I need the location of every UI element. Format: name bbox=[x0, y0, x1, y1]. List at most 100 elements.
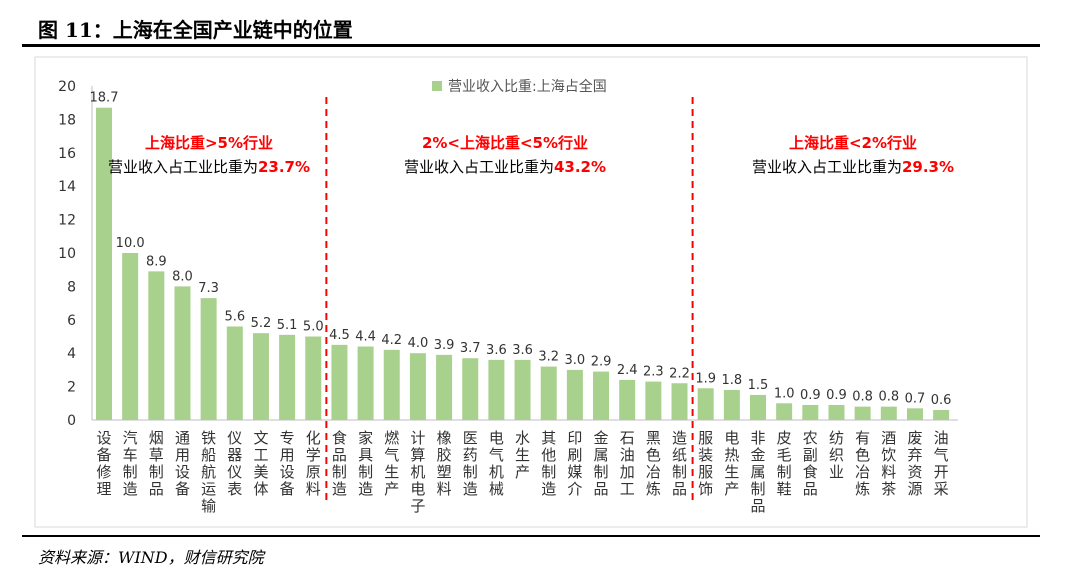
bar bbox=[122, 253, 139, 420]
bar bbox=[488, 359, 505, 420]
y-tick-label: 6 bbox=[67, 313, 76, 329]
x-tick-label: 油气开采 bbox=[934, 429, 949, 498]
data-label: 1.0 bbox=[774, 386, 795, 401]
bar bbox=[540, 366, 557, 420]
x-tick-label: 纺织业 bbox=[829, 429, 844, 481]
x-tick-label: 电气机械 bbox=[489, 429, 504, 498]
bar bbox=[252, 333, 269, 420]
data-label: 4.4 bbox=[355, 330, 376, 345]
data-label: 3.6 bbox=[512, 343, 533, 358]
x-tick-label: 铁船航运输 bbox=[201, 429, 216, 515]
bar bbox=[409, 353, 426, 420]
y-tick-label: 8 bbox=[67, 279, 76, 295]
x-tick-label: 仪器仪表 bbox=[227, 429, 242, 498]
data-label: 18.7 bbox=[90, 91, 119, 106]
x-tick-label: 造纸制品 bbox=[672, 429, 687, 498]
data-label: 0.8 bbox=[852, 390, 873, 405]
data-label: 1.5 bbox=[748, 378, 769, 393]
x-tick-label: 燃气生产 bbox=[384, 429, 399, 498]
bar bbox=[593, 371, 610, 420]
bar bbox=[645, 381, 662, 420]
x-tick-label: 烟草制品 bbox=[149, 429, 164, 498]
x-tick-label: 设备修理 bbox=[96, 429, 111, 498]
y-tick-label: 2 bbox=[67, 380, 76, 396]
x-tick-label: 医药制造 bbox=[463, 429, 478, 498]
data-label: 2.2 bbox=[669, 366, 690, 381]
legend-swatch bbox=[432, 81, 442, 91]
bar bbox=[697, 388, 714, 420]
x-tick-label: 电热生产 bbox=[724, 429, 739, 498]
x-tick-label: 农副食品 bbox=[803, 429, 818, 498]
bar bbox=[148, 271, 165, 420]
data-label: 1.8 bbox=[721, 373, 742, 388]
x-tick-label: 其他制造 bbox=[541, 429, 556, 498]
data-label: 5.0 bbox=[303, 320, 324, 335]
bar bbox=[383, 349, 400, 420]
x-tick-label: 通用设备 bbox=[175, 429, 190, 498]
bar bbox=[802, 404, 819, 420]
x-tick-label: 有色冶炼 bbox=[855, 429, 870, 498]
data-label: 3.9 bbox=[434, 338, 455, 353]
x-tick-label: 文工美体 bbox=[253, 429, 268, 498]
bar bbox=[566, 369, 583, 420]
bar bbox=[96, 107, 112, 421]
annotation-heading: 上海比重<2%行业 bbox=[789, 134, 917, 152]
data-label: 10.0 bbox=[116, 236, 145, 251]
y-tick-label: 4 bbox=[67, 346, 76, 362]
x-tick-label: 黑色冶炼 bbox=[646, 429, 661, 498]
data-label: 0.8 bbox=[878, 390, 899, 405]
source-note: 资料来源：WIND，财信研究院 bbox=[38, 548, 264, 567]
bar bbox=[462, 358, 479, 420]
data-label: 3.0 bbox=[565, 353, 586, 368]
x-tick-label: 食品制造 bbox=[332, 429, 347, 498]
x-tick-label: 废弃资源 bbox=[907, 429, 922, 498]
data-label: 3.6 bbox=[486, 343, 507, 358]
data-label: 3.7 bbox=[460, 341, 481, 356]
data-label: 5.2 bbox=[251, 316, 272, 331]
x-tick-label: 印刷媒介 bbox=[567, 429, 582, 498]
footer-divider bbox=[22, 535, 1040, 537]
bar bbox=[671, 383, 688, 420]
data-label: 2.4 bbox=[617, 363, 638, 378]
data-label: 0.6 bbox=[931, 393, 952, 408]
y-tick-label: 14 bbox=[58, 179, 76, 195]
y-tick-label: 18 bbox=[58, 112, 76, 128]
data-label: 0.7 bbox=[905, 391, 926, 406]
x-tick-label: 石油加工 bbox=[620, 429, 635, 498]
y-tick-label: 20 bbox=[58, 79, 76, 95]
bar bbox=[200, 298, 217, 420]
bar bbox=[174, 286, 191, 420]
x-tick-label: 专用设备 bbox=[280, 429, 295, 498]
x-tick-label: 皮毛制鞋 bbox=[777, 429, 792, 498]
bar bbox=[619, 379, 636, 420]
x-tick-label: 非金属制品 bbox=[750, 429, 765, 515]
data-label: 2.3 bbox=[643, 365, 664, 380]
data-label: 4.0 bbox=[408, 336, 429, 351]
bar bbox=[357, 346, 374, 420]
x-tick-label: 家具制造 bbox=[358, 429, 373, 498]
y-tick-label: 12 bbox=[58, 213, 76, 229]
x-tick-label: 水生产 bbox=[515, 429, 530, 481]
data-label: 4.2 bbox=[381, 333, 402, 348]
data-label: 0.9 bbox=[826, 388, 847, 403]
bar bbox=[331, 344, 348, 420]
data-label: 0.9 bbox=[800, 388, 821, 403]
x-tick-label: 服装服饰 bbox=[698, 429, 713, 498]
figure-title: 图 11：上海在全国产业链中的位置 bbox=[38, 18, 353, 42]
bar bbox=[436, 354, 453, 420]
x-tick-label: 金属制品 bbox=[594, 429, 609, 498]
y-tick-label: 10 bbox=[58, 246, 76, 262]
bar bbox=[750, 394, 766, 420]
bar bbox=[723, 389, 740, 420]
x-tick-label: 化学原料 bbox=[306, 429, 321, 498]
bar bbox=[776, 403, 793, 420]
y-tick-label: 16 bbox=[58, 146, 76, 162]
bar bbox=[226, 326, 243, 420]
x-tick-label: 橡胶塑料 bbox=[437, 429, 452, 498]
data-label: 4.5 bbox=[329, 328, 350, 343]
annotation-heading: 2%<上海比重<5%行业 bbox=[422, 134, 588, 152]
data-label: 5.6 bbox=[224, 309, 245, 324]
bar bbox=[906, 408, 923, 420]
annotation-text: 营业收入占工业比重为23.7% bbox=[108, 158, 310, 176]
